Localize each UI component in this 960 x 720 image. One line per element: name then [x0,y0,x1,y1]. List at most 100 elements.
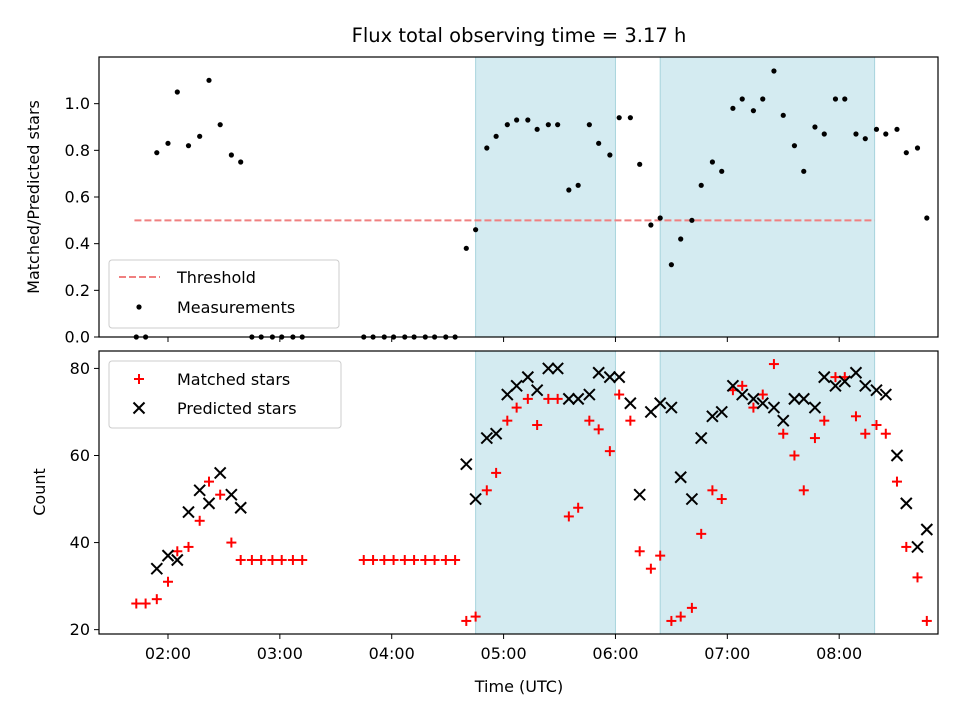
predicted-star-point [234,501,247,514]
matched-star-point [470,611,481,622]
predicted-star-point [818,370,831,384]
measurement-point [596,140,602,146]
measurement-point [780,112,786,118]
predicted-star-point [788,392,801,406]
matched-star-point [358,554,369,565]
top-legend-box [108,259,340,329]
measurement-point [607,152,613,158]
matched-star-point [246,554,257,565]
measurement-point [883,131,889,137]
measurement-point [719,168,725,174]
predicted-star-point [890,449,904,462]
measurement-point [206,77,212,83]
matched-star-point [921,615,932,626]
measurement-point [750,108,757,114]
predicted-star-point [706,410,719,423]
measurement-point [739,96,745,102]
matched-star-point [666,615,677,626]
predicted-star-point [469,492,482,506]
matched-star-point [798,485,809,496]
predicted-star-point [571,392,585,406]
top-y-tick-label: 1.0 [65,94,90,113]
measurement-point [698,182,704,188]
matched-star-point [604,446,615,457]
measurement-point [545,122,551,128]
predicted-star-point [685,492,699,506]
bottom-panel-frame [98,350,939,635]
matched-star-point [532,420,543,431]
matched-star-point [368,554,379,565]
predicted-star-point [870,383,883,397]
matched-star-point [511,402,522,413]
matched-stars-legend-label: Matched stars [177,370,290,389]
measurement-point [555,122,561,128]
predicted-star-point [551,362,564,375]
predicted-star-point [542,362,555,375]
measurements-legend-label: Measurements [177,298,295,317]
predicted-star-point [665,401,678,414]
predicted-star-point [715,405,728,419]
measurement-point [586,122,592,128]
bottom-y-tick-label: 60 [70,446,90,465]
matched-star-point [204,476,215,487]
measurement-point [473,227,479,233]
predicted-star-point [808,401,822,414]
bottom-legend-box [108,360,342,429]
predicted-star-point [460,457,473,471]
predicted-star-point [767,401,781,414]
measurement-point [165,140,171,146]
bottom-y-tick-label: 40 [70,533,90,552]
predicted-star-point [797,392,810,406]
matched-star-point [614,389,625,400]
predicted-star-point [225,488,238,501]
matched-star-point [172,546,183,557]
predicted-star-point [583,388,596,401]
measurement-point [853,131,859,137]
matched-star-point [809,433,820,444]
measurement-point [197,133,203,139]
predicted-star-point [911,540,924,554]
predicted-star-point [510,379,523,393]
threshold-legend-label: Threshold [176,268,256,287]
observing-interval-2 [659,56,876,338]
x-tick-label: 04:00 [369,644,415,663]
measurement-point [627,115,633,121]
matched-star-point [183,541,194,552]
matched-star-point [215,489,226,500]
predicted-star-point [756,397,769,410]
matched-star-point [543,393,554,404]
matched-star-point [634,546,645,557]
measurement-point [821,131,827,137]
matched-star-point [276,554,287,565]
predicted-stars-legend-marker [132,401,146,415]
measurement-point [914,145,921,151]
measurement-point [832,96,839,102]
measurement-point [801,168,807,174]
predicted-star-point [674,471,687,484]
matched-star-point [748,402,759,413]
measurement-point [791,143,798,149]
predicted-stars-legend-label: Predicted stars [177,399,297,418]
measurement-point [924,215,930,221]
bottom-legend: Matched stars Predicted stars [108,360,342,429]
matched-star-point [891,476,902,487]
matched-star-point [429,554,440,565]
measurement-point [616,115,622,121]
top-y-tick-label: 0.6 [65,188,90,207]
matched-star-point [625,415,636,426]
measurement-point [730,105,736,111]
measurement-point [637,161,643,167]
matched-star-point [297,554,308,565]
predicted-star-point [150,562,164,575]
observing-interval-2 [659,350,876,635]
matched-star-point [502,415,513,426]
measurement-point [228,152,234,158]
x-tick-label: 03:00 [257,644,303,663]
matched-star-point [768,359,779,370]
x-tick-label: 02:00 [145,644,191,663]
predicted-star-point [202,497,216,510]
matched-star-point [379,554,390,565]
top-y-axis-label: Matched/Predicted stars [24,100,43,294]
observing-interval-1 [475,56,616,338]
bottom-y-axis-label: Count [30,468,49,516]
